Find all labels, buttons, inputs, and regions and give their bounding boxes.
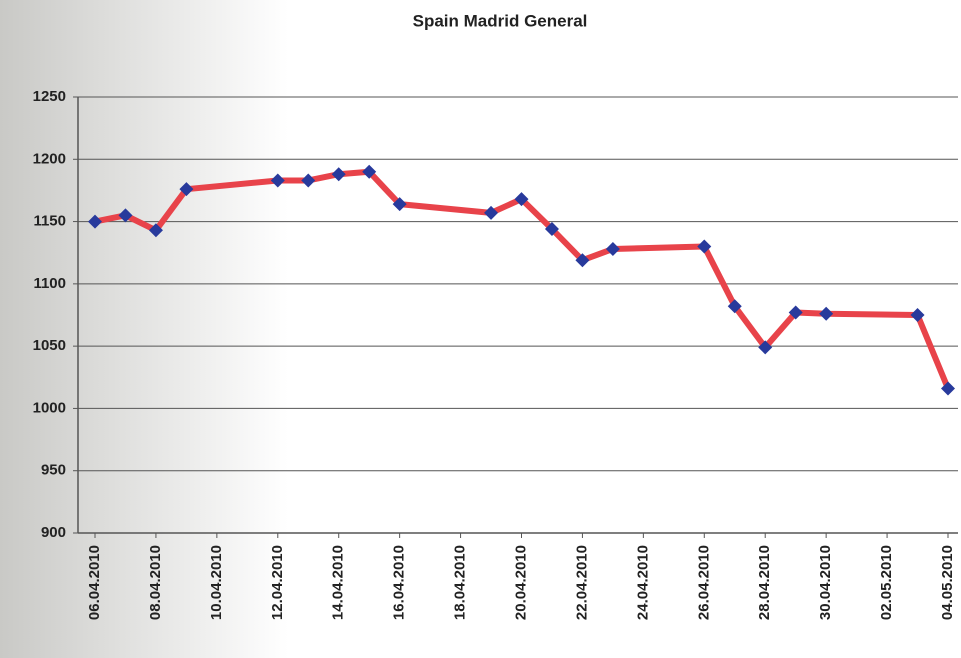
x-tick-label: 06.04.2010 [86, 545, 103, 620]
x-tick-label: 16.04.2010 [391, 545, 408, 620]
x-tick-label: 08.04.2010 [147, 545, 164, 620]
x-tick-label: 22.04.2010 [573, 545, 590, 620]
x-tick-label: 12.04.2010 [269, 545, 286, 620]
y-tick-label: 1000 [33, 399, 66, 416]
y-tick-label: 1050 [33, 337, 66, 354]
x-tick-label: 14.04.2010 [330, 545, 347, 620]
chart-title: Spain Madrid General [413, 11, 588, 30]
marker [331, 167, 346, 182]
y-tick-label: 950 [41, 462, 66, 479]
x-tick-label: 26.04.2010 [695, 545, 712, 620]
marker [697, 239, 712, 254]
marker [514, 192, 529, 207]
marker [179, 182, 194, 197]
y-tick-label: 1100 [33, 275, 66, 292]
y-tick-label: 1250 [33, 88, 66, 105]
x-tick-label: 18.04.2010 [452, 545, 469, 620]
marker [788, 305, 803, 320]
y-tick-label: 1200 [33, 150, 66, 167]
marker [910, 308, 925, 322]
y-tick-label: 1150 [33, 213, 66, 230]
x-tick-label: 10.04.2010 [208, 545, 225, 620]
x-tick-label: 24.04.2010 [634, 545, 651, 620]
y-tick-label: 900 [41, 524, 66, 541]
marker [544, 222, 559, 237]
x-tick-label: 20.04.2010 [512, 545, 529, 620]
marker [301, 173, 316, 188]
marker [484, 205, 499, 220]
marker [727, 299, 742, 314]
marker [148, 223, 163, 238]
x-tick-label: 28.04.2010 [756, 545, 773, 620]
marker [819, 306, 834, 321]
x-tick-label: 30.04.2010 [817, 545, 834, 620]
marker [758, 340, 773, 355]
x-tick-label: 02.05.2010 [878, 545, 895, 620]
marker [88, 214, 102, 229]
marker [605, 241, 620, 256]
marker [270, 173, 285, 188]
marker [362, 164, 377, 179]
marker [941, 381, 955, 396]
marker [118, 208, 133, 223]
marker [392, 197, 407, 212]
marker [575, 253, 590, 268]
x-tick-label: 04.05.2010 [939, 545, 956, 620]
